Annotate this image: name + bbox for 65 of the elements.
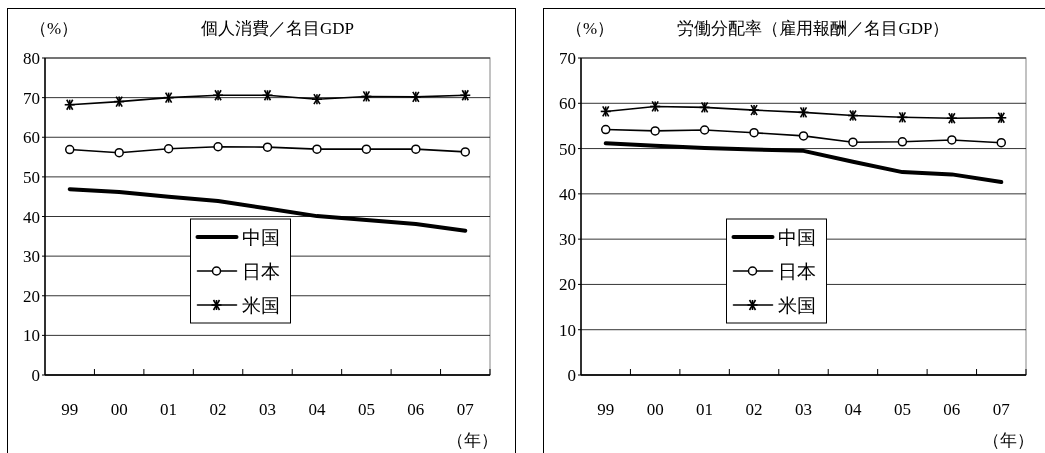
y-tick-label: 0	[567, 366, 576, 385]
x-axis-title: （年）	[447, 431, 498, 450]
point	[114, 147, 124, 158]
y-tick-label: 40	[23, 207, 40, 227]
chart-title: 労働分配率（雇用報酬／名目GDP）	[677, 19, 950, 38]
legend-label: 日本	[777, 261, 816, 282]
point	[699, 125, 710, 135]
x-axis-title: （年）	[983, 431, 1034, 450]
x-tick-label: 06	[943, 400, 961, 419]
x-tick-label: 05	[357, 400, 375, 419]
y-tick-label: 30	[559, 230, 576, 250]
y-axis-title: （%）	[30, 19, 79, 38]
x-tick-label: 04	[308, 400, 326, 419]
point	[749, 127, 759, 138]
legend-label: 米国	[241, 295, 280, 316]
x-tick-label: 99	[597, 400, 615, 419]
point	[897, 137, 908, 147]
point	[848, 137, 858, 147]
point	[64, 144, 75, 155]
y-tick-label: 60	[23, 128, 40, 148]
x-tick-label: 02	[745, 400, 763, 419]
legend-label: 中国	[241, 227, 280, 248]
y-axis-title: （%）	[566, 19, 615, 38]
y-tick-label: 20	[23, 286, 40, 306]
y-tick-label: 50	[23, 167, 40, 187]
x-tick-label: 00	[110, 400, 128, 419]
point	[600, 124, 611, 135]
x-tick-label: 07	[992, 400, 1011, 419]
point	[460, 147, 471, 157]
y-tick-label: 70	[23, 88, 40, 108]
y-tick-label: 40	[559, 184, 576, 204]
x-tick-label: 04	[844, 400, 862, 419]
y-tick-label: 80	[23, 49, 40, 68]
x-tick-label: 06	[407, 400, 425, 419]
y-tick-label: 20	[559, 275, 576, 295]
x-tick-label: 99	[61, 400, 79, 419]
x-tick-label: 07	[456, 400, 475, 419]
y-tick-label: 70	[559, 49, 576, 68]
y-tick-label: 50	[559, 139, 576, 159]
point	[262, 142, 273, 152]
point	[213, 142, 223, 152]
chart-title: 個人消費／名目GDP	[200, 19, 355, 38]
x-tick-label: 01	[696, 400, 714, 419]
y-tick-label: 30	[23, 247, 40, 267]
legend-label: 中国	[777, 227, 816, 248]
point	[650, 126, 660, 136]
point	[312, 144, 322, 154]
legend-label: 日本	[241, 261, 280, 282]
point	[798, 131, 809, 141]
point	[947, 135, 957, 145]
y-tick-label: 0	[31, 366, 40, 385]
point	[411, 144, 421, 154]
y-tick-label: 60	[559, 94, 576, 114]
y-tick-label: 10	[23, 326, 40, 346]
legend-label: 米国	[777, 295, 816, 316]
point	[996, 137, 1007, 148]
x-tick-label: 03	[259, 400, 276, 419]
x-tick-label: 03	[795, 400, 812, 419]
x-tick-label: 01	[160, 400, 178, 419]
x-tick-label: 02	[209, 400, 227, 419]
x-tick-label: 05	[893, 400, 911, 419]
point	[361, 144, 372, 154]
y-tick-label: 10	[559, 320, 576, 340]
point	[163, 143, 174, 154]
x-tick-label: 00	[646, 400, 664, 419]
